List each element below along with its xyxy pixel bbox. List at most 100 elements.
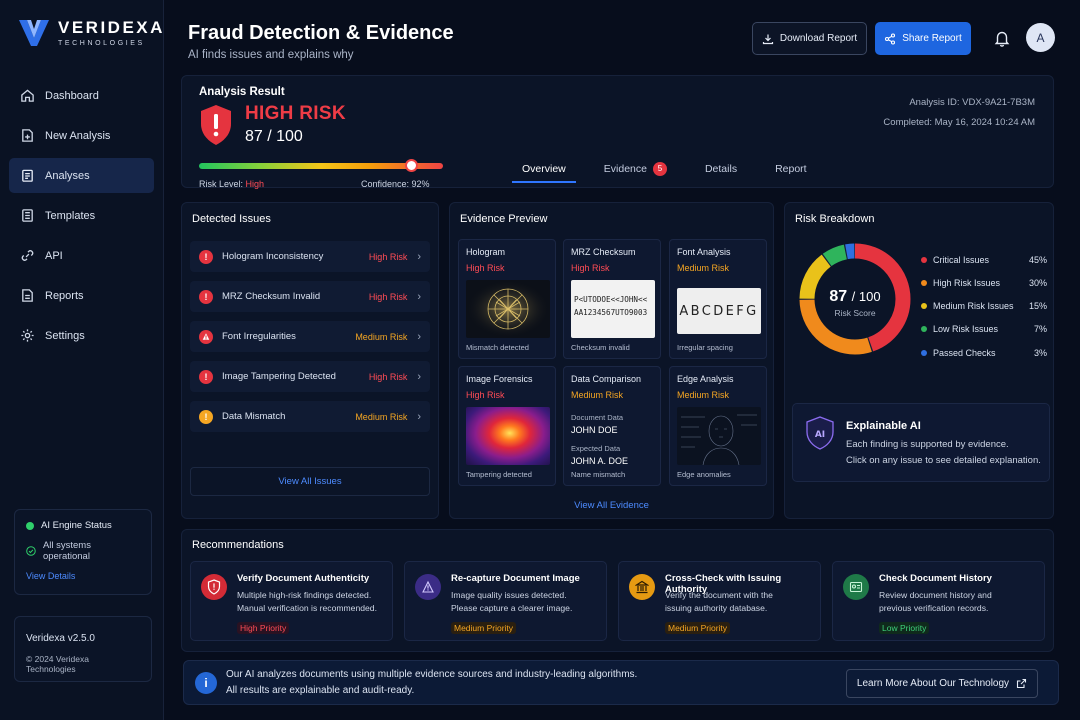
- recommendation-cross-check-authority[interactable]: Cross-Check with Issuing Authority Verif…: [618, 561, 821, 641]
- legend-percent: 15%: [1028, 301, 1047, 312]
- evidence-card-font[interactable]: Font Analysis Medium Risk ABCDEFG Irregu…: [669, 239, 767, 359]
- sidebar-item-dashboard[interactable]: Dashboard: [9, 78, 154, 113]
- sidebar-item-analyses[interactable]: Analyses: [9, 158, 154, 193]
- issue-row-hologram[interactable]: ! Hologram Inconsistency High Risk ›: [190, 241, 430, 272]
- recommendation-title: Check Document History: [879, 573, 992, 584]
- evidence-caption: Tampering detected: [466, 470, 532, 479]
- avatar[interactable]: A: [1026, 23, 1055, 52]
- description-line: Verify the document with the: [665, 590, 773, 600]
- shield-alert-icon: [201, 574, 227, 600]
- evidence-card-mrz[interactable]: MRZ Checksum High Risk P<UTODOE<<JOHN<< …: [563, 239, 661, 359]
- evidence-card-edge-analysis[interactable]: Edge Analysis Medium Risk Edge anomalies: [669, 366, 767, 486]
- tab-evidence[interactable]: Evidence 5: [594, 156, 677, 183]
- info-icon: i: [195, 672, 217, 694]
- learn-more-label: Learn More About Our Technology: [856, 678, 1010, 689]
- tab-label: Details: [704, 162, 738, 175]
- view-all-evidence-link[interactable]: View All Evidence: [574, 500, 649, 511]
- share-report-button[interactable]: Share Report: [875, 22, 971, 55]
- sidebar-item-reports[interactable]: Reports: [9, 278, 154, 313]
- tab-report[interactable]: Report: [765, 156, 817, 183]
- sidebar-nav: Dashboard New Analysis Analyses Template…: [9, 78, 154, 358]
- download-report-button[interactable]: Download Report: [752, 22, 867, 55]
- version-card: Veridexa v2.5.0 © 2024 Veridexa Technolo…: [14, 616, 152, 682]
- view-details-link[interactable]: View Details: [26, 571, 76, 581]
- risk-legend: Critical Issues 45% High Risk Issues 30% Med…: [921, 254, 1047, 370]
- legend-percent: 45%: [1028, 254, 1047, 265]
- recommendation-recapture-image[interactable]: Re-capture Document Image Image quality …: [404, 561, 607, 641]
- evidence-risk: Medium Risk: [677, 390, 730, 400]
- risk-level-title: HIGH RISK: [245, 103, 346, 124]
- brand-logo[interactable]: VERIDEXA TECHNOLOGIES: [18, 16, 165, 48]
- donut-slice-1[interactable]: [799, 243, 911, 355]
- issue-risk: High Risk: [368, 291, 408, 302]
- status-dot-icon: [26, 521, 34, 530]
- sidebar-item-settings[interactable]: Settings: [9, 318, 154, 353]
- legend-item: Passed Checks 3%: [921, 347, 1047, 358]
- clipboard-icon: [22, 169, 33, 182]
- evidence-card-hologram[interactable]: Hologram High Risk Mismatch detected: [458, 239, 556, 359]
- evidence-caption: Checksum invalid: [571, 343, 630, 352]
- main-content: Fraud Detection & Evidence AI finds issu…: [164, 0, 1080, 720]
- analysis-completed: Completed: May 16, 2024 10:24 AM: [883, 117, 1035, 128]
- evidence-title: Font Analysis: [677, 247, 731, 257]
- mrz-image: P<UTODOE<<JOHN<< AA1234567UTO9003: [571, 280, 655, 338]
- tab-details[interactable]: Details: [695, 156, 747, 183]
- issue-risk: High Risk: [368, 371, 408, 382]
- bell-icon[interactable]: [993, 29, 1011, 47]
- recommendation-description: Verify the document with the issuing auth…: [665, 589, 817, 615]
- sidebar-item-label: Reports: [45, 289, 84, 302]
- evidence-preview-panel: Evidence Preview Hologram High Risk Mism…: [449, 202, 774, 519]
- description-line: Image quality issues detected.: [451, 590, 567, 600]
- evidence-card-data-comparison[interactable]: Data Comparison Medium Risk Document Dat…: [563, 366, 661, 486]
- document-data-label: Document Data: [571, 413, 624, 422]
- sidebar-item-label: Settings: [45, 329, 85, 342]
- info-circle-icon: !: [199, 409, 213, 424]
- recommendation-check-history[interactable]: Check Document History Review document h…: [832, 561, 1045, 641]
- evidence-title: Hologram: [466, 247, 506, 257]
- description-line: previous verification records.: [879, 603, 989, 613]
- recommendations-title: Recommendations: [192, 539, 284, 551]
- chevron-right-icon: ›: [417, 290, 421, 303]
- evidence-caption: Mismatch detected: [466, 343, 529, 352]
- sidebar-item-label: Templates: [45, 209, 96, 222]
- mrz-line-1: P<UTODOE<<JOHN<<: [574, 295, 648, 304]
- learn-more-button[interactable]: Learn More About Our Technology: [846, 669, 1038, 698]
- evidence-caption: Irregular spacing: [677, 343, 733, 352]
- legend-dot-icon: [921, 256, 927, 263]
- tab-overview[interactable]: Overview: [512, 156, 576, 183]
- description-line: Please capture a clearer image.: [451, 603, 573, 613]
- legend-label: Critical Issues: [933, 254, 990, 265]
- issue-row-mrz[interactable]: ! MRZ Checksum Invalid High Risk ›: [190, 281, 430, 312]
- sidebar-item-new-analysis[interactable]: New Analysis: [9, 118, 154, 153]
- page-subtitle: AI finds issues and explains why: [188, 49, 354, 61]
- link-icon: [21, 250, 34, 261]
- issue-row-font[interactable]: Font Irregularities Medium Risk ›: [190, 321, 430, 352]
- donut-slice-0[interactable]: [799, 243, 911, 355]
- external-link-icon: [1017, 678, 1027, 689]
- ai-shield-icon: AI: [806, 416, 834, 450]
- recommendation-description: Review document history and previous veri…: [879, 589, 1031, 615]
- analysis-id: Analysis ID: VDX-9A21-7B3M: [909, 97, 1035, 108]
- risk-donut-chart: [799, 243, 911, 355]
- issue-row-data-mismatch[interactable]: ! Data Mismatch Medium Risk ›: [190, 401, 430, 432]
- recommendation-verify-authenticity[interactable]: Verify Document Authenticity Multiple hi…: [190, 561, 393, 641]
- check-circle-icon: [26, 546, 36, 556]
- recommendation-title: Verify Document Authenticity: [237, 573, 370, 584]
- issue-row-tampering[interactable]: ! Image Tampering Detected High Risk ›: [190, 361, 430, 392]
- view-all-issues-button[interactable]: View All Issues: [190, 467, 430, 496]
- evidence-risk: High Risk: [571, 263, 610, 273]
- legend-item: Low Risk Issues 7%: [921, 324, 1047, 335]
- issue-risk: High Risk: [368, 251, 408, 262]
- recommendation-title: Cross-Check with Issuing Authority: [665, 573, 782, 595]
- alert-circle-icon: !: [199, 249, 213, 264]
- veridexa-logo-icon: [19, 20, 49, 46]
- sidebar-item-templates[interactable]: Templates: [9, 198, 154, 233]
- issue-name: Data Mismatch: [222, 411, 286, 422]
- evidence-card-image-forensics[interactable]: Image Forensics High Risk Tampering dete…: [458, 366, 556, 486]
- legend-percent: 3%: [1033, 347, 1047, 358]
- technology-info-banner: i Our AI analyzes documents using multip…: [183, 660, 1059, 705]
- issue-name: Hologram Inconsistency: [222, 251, 324, 262]
- sidebar-item-label: New Analysis: [45, 129, 111, 142]
- sidebar-item-api[interactable]: API: [9, 238, 154, 273]
- warning-triangle-icon: [199, 329, 213, 344]
